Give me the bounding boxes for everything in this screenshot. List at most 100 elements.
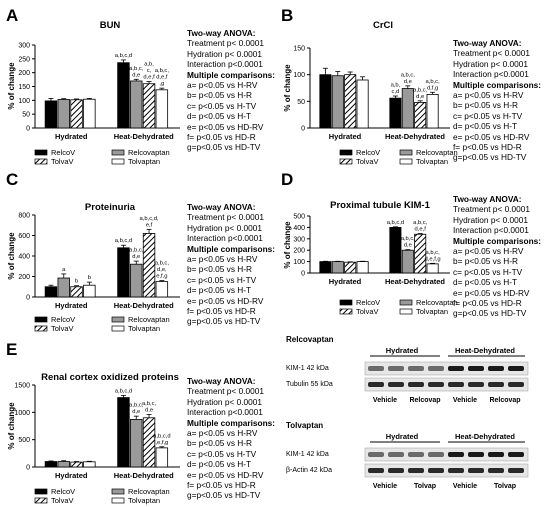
anova-line: Interaction p<0.0001 [453,225,529,236]
blot-band [488,468,504,473]
significance-label: c, [147,68,152,74]
legend-label: Relcovaptan [128,315,170,324]
panel-letter-a: A [6,6,19,25]
anova-heading: Two-way ANOVA: [453,38,522,48]
significance-label: d,f,g [427,85,438,91]
mc-line: d= p<0.05 vs H-T [187,111,252,122]
blot-row-label: Tubulin 55 kDa [286,381,333,388]
blot-title: Relcovaptan [286,335,334,344]
anova-line: Hydration p< 0.0001 [453,214,528,225]
bar [356,79,369,129]
significance-label: d,e [404,243,412,249]
mc-line: b= p<0.05 vs H-R [453,256,519,267]
bar [389,226,402,274]
legend-swatch [399,299,413,306]
mc-line: b= p<0.05 vs H-R [453,100,519,111]
panel-title-e: Renal cortex oxidized proteins [41,372,179,383]
blot-lane-label: Vehicle [453,397,477,404]
blot-band [408,468,424,473]
mc-line: a= p<0.05 vs H-RV [187,428,258,439]
significance-label: a,b, [391,83,401,89]
legend-swatch [111,158,125,165]
x-category-label: Heat-Dehydrated [114,132,174,141]
significance-label: b [88,275,91,281]
mc-line: c= p<0.05 vs H-TV [187,274,257,285]
anova-heading: Two-way ANOVA: [187,376,256,386]
blot-band [428,382,444,387]
blot-band [468,468,484,473]
y-tick-label: 1000 [14,410,30,417]
bar [319,261,332,274]
bar [344,74,357,129]
anova-line: Interaction p<0.0001 [187,59,263,70]
blot-band [388,382,404,387]
bar [331,75,344,129]
y-tick-label: 100 [293,259,305,266]
bar [155,281,169,298]
bar [142,233,156,298]
y-axis-label-d: % of change [283,221,292,269]
panel-title-d: Proximal tubule KIM-1 [330,200,430,211]
blot-row-label: KIM-1 42 kDa [286,451,329,458]
blot-band [508,452,524,457]
mc-line: f= p<0.05 vs HD-R [187,480,256,491]
anova-heading: Two-way ANOVA: [187,28,256,38]
bar [57,461,70,468]
anova-heading: Two-way ANOVA: [453,194,522,204]
significance-label: e,f,g [156,274,167,280]
y-tick-label: 50 [22,112,30,119]
legend-label: RelcoV [356,148,380,157]
legend-swatch [111,325,125,332]
significance-label: d,e [416,94,424,100]
mc-line: d= p<0.05 vs H-T [187,285,252,296]
legend-swatch [34,316,48,323]
legend-swatch [34,488,48,495]
bar [331,261,344,274]
significance-label: d,e [145,408,153,414]
y-tick-label: 0 [26,465,30,472]
mc-line: b= p<0.05 vs H-R [187,264,253,275]
legend-label: RelcoV [51,487,75,496]
bar [130,419,143,468]
significance-label: a,b,c, [401,72,416,78]
anova-line: Hydration p< 0.0001 [187,396,262,407]
significance-label: d,e [132,254,140,260]
anova-line: Hydration p< 0.0001 [453,58,528,69]
anova-text-e: Two-way ANOVA: Treatment p< 0.0001 Hydra… [187,376,275,501]
mc-line: c= p<0.05 vs H-TV [453,266,523,277]
blot-band [428,452,444,457]
bar [155,89,169,129]
bar [130,80,143,129]
significance-label: a,b,c,d [115,53,132,59]
significance-label: a,b,c, [129,66,144,72]
legend-swatch [34,325,48,332]
blot-band [428,468,444,473]
anova-text-c: Two-way ANOVA: Treatment p< 0.0001 Hydra… [187,202,275,327]
anova-line: Treatment p< 0.0001 [187,386,264,397]
x-category-label: Hydrated [55,132,88,141]
blot-membrane [364,361,529,376]
legend-swatch [399,158,413,165]
mc-line: d= p<0.05 vs H-T [187,459,252,470]
bar [319,74,332,129]
significance-label: d,e,f [143,75,155,81]
anova-line: Treatment p< 0.0001 [187,212,264,223]
bar [426,94,439,129]
bar [426,263,439,274]
blot-membrane [364,377,529,392]
bar [44,461,58,468]
significance-label: ,g [159,81,164,87]
mc-line: a= p<0.05 vs H-RV [187,80,258,91]
bar [155,447,169,468]
blot-membrane [364,447,529,462]
bar [414,102,427,129]
mc-line: g=p<0.05 vs HD-TV [187,142,261,153]
significance-label: d,e [404,79,412,85]
significance-label: a,b,c, [413,220,428,226]
legend-swatch [339,158,353,165]
blot-lane-label: Relcovap [409,397,440,404]
significance-label: d,e [132,409,140,415]
blot-band [508,366,524,371]
blot-band [488,366,504,371]
blot-band [448,452,464,457]
